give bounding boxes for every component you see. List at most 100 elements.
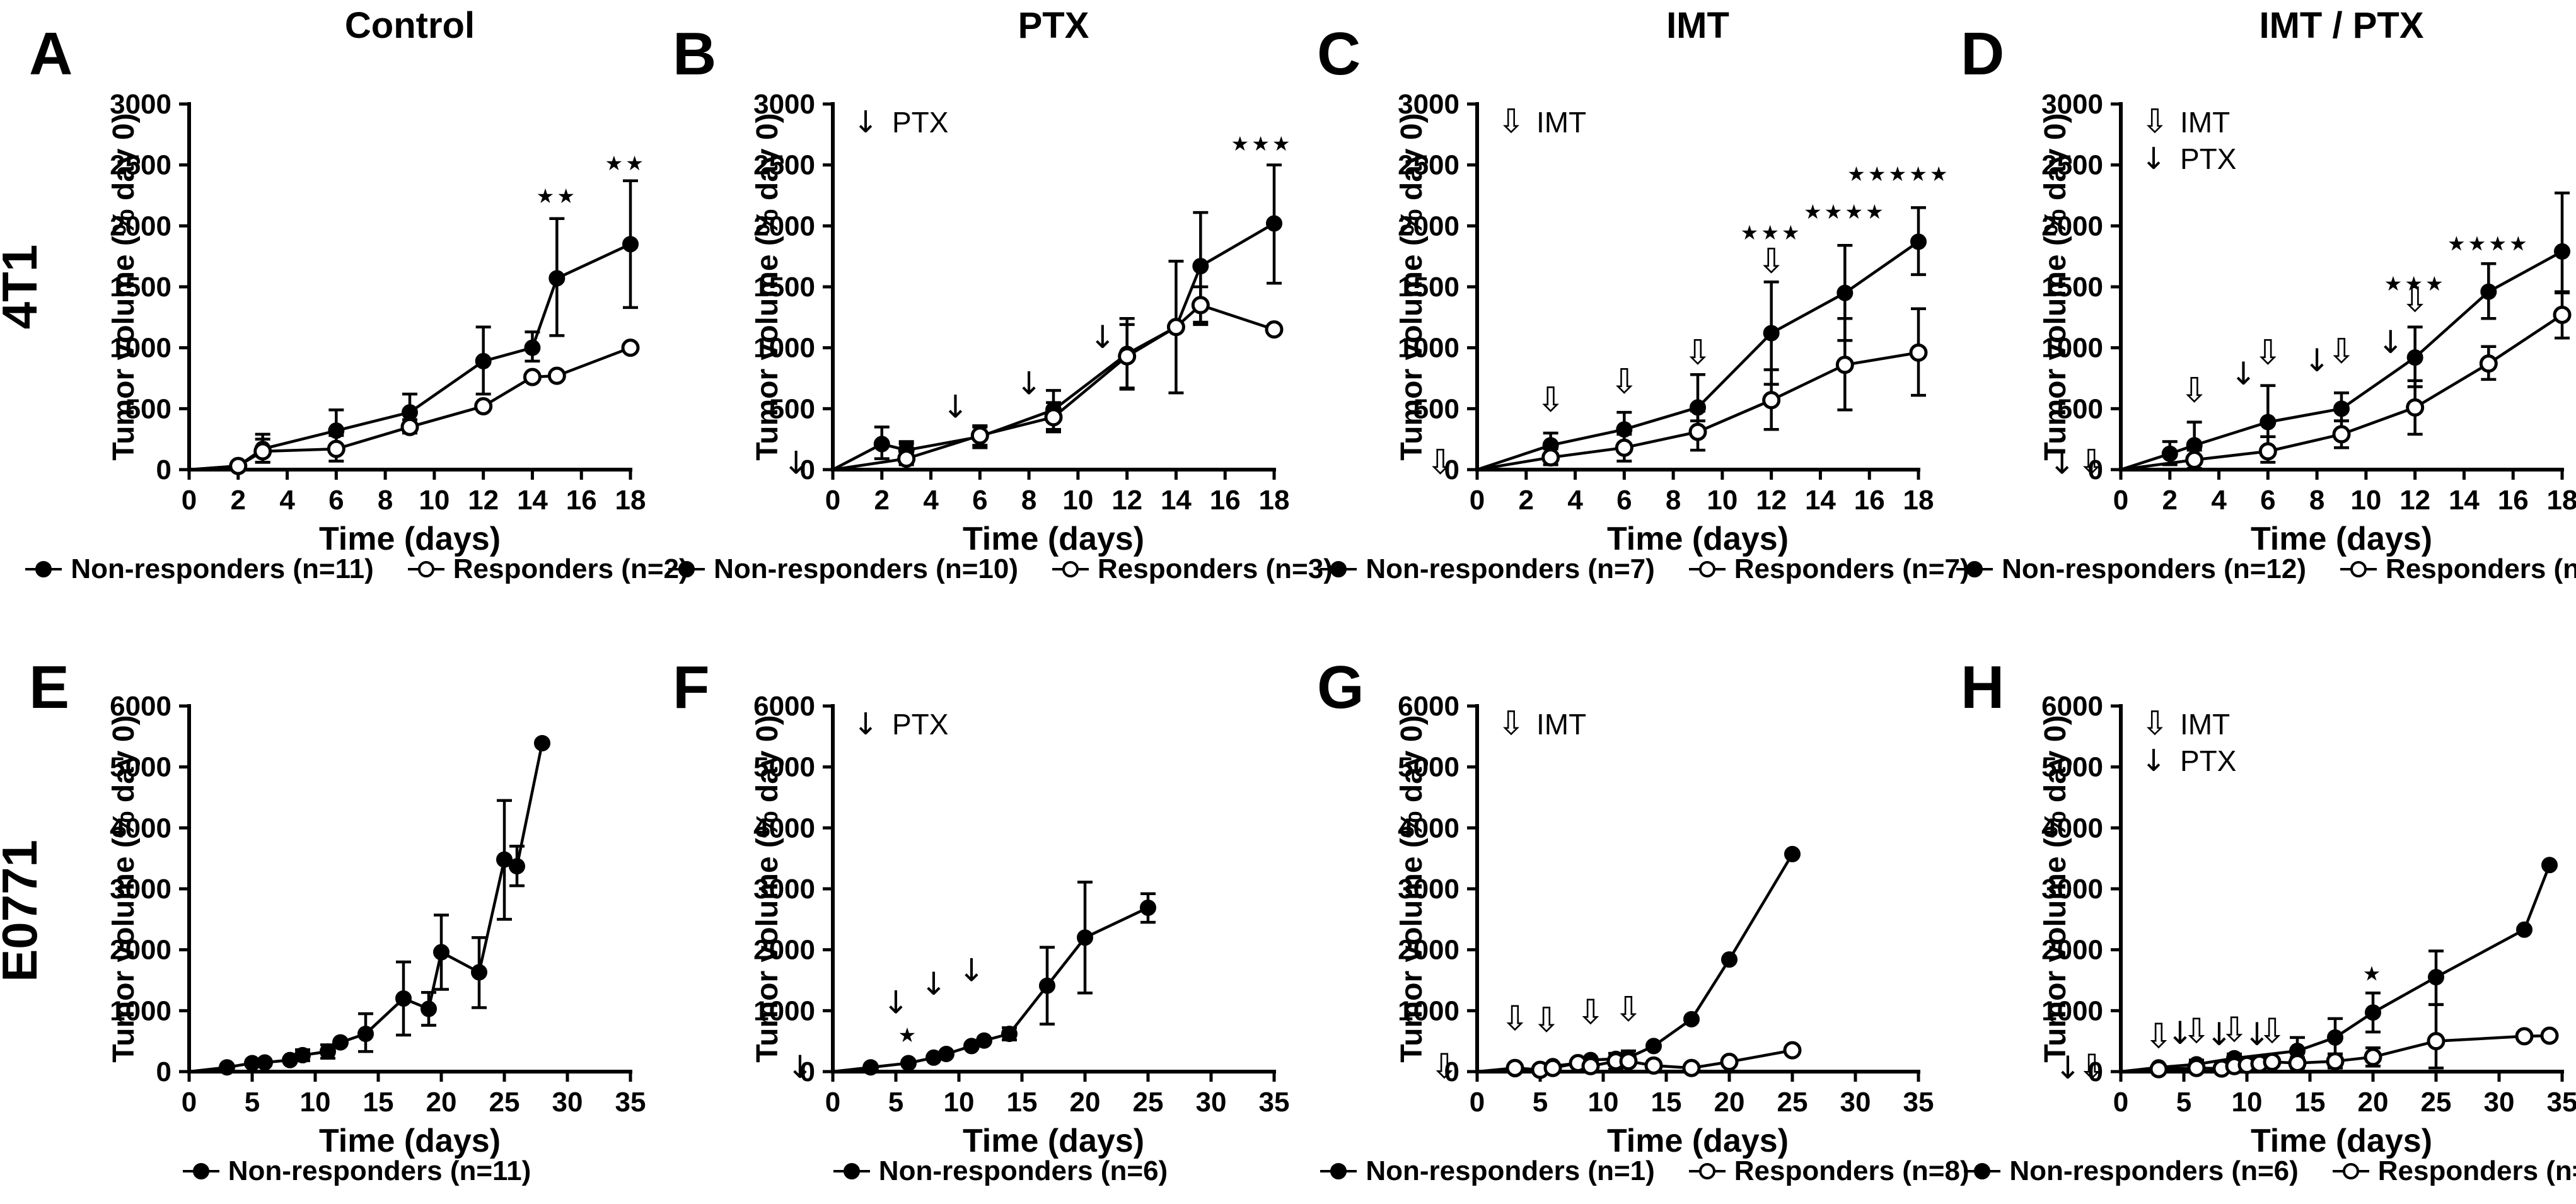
dose-note-label: IMT: [2180, 708, 2230, 741]
data-point: [976, 1032, 992, 1049]
y-tick-label: 3000: [753, 89, 815, 120]
y-axis-title: Tumor volume (% day 0): [107, 715, 141, 1062]
x-axis-title: Time (days): [963, 1123, 1144, 1159]
y-axis-title: Tumor volume (% day 0): [751, 113, 784, 460]
data-point: [357, 1026, 374, 1043]
imt-arrow-icon: ⇩: [2141, 103, 2169, 141]
y-tick-label: 2000: [753, 935, 815, 966]
legend-label: Non-responders (n=10): [714, 553, 1018, 584]
panel-g: G Tumor volume (% day 0) Time (days) 0 1000 2…: [1288, 602, 1970, 1204]
legend: Non-responders (n=11) Responders (n=2): [25, 553, 688, 585]
y-axis-title: Tumor volume (% day 0): [1395, 113, 1429, 460]
data-point: [257, 1054, 273, 1071]
panel-d: D IMT / PTX Tumor volume (% day 0) Time (da…: [1932, 0, 2576, 602]
data-point: [1166, 318, 1185, 337]
significance-stars: ★★★★★: [1847, 162, 1950, 186]
ptx-arrow-icon: ↓: [2304, 342, 2330, 379]
x-tick-label: 16: [1854, 485, 1885, 516]
data-point: [938, 1045, 954, 1062]
panel-f: F Tumor volume (% day 0) Time (days) 0 1000 2…: [644, 602, 1290, 1204]
legend-label: Responders (n=8): [2386, 553, 2576, 584]
y-tick-label: 0: [2088, 1056, 2103, 1087]
x-tick-label: 14: [517, 485, 548, 516]
legend: Non-responders (n=7) Responders (n=7): [1320, 553, 1970, 585]
ptx-arrow-icon: ↓: [958, 952, 985, 989]
legend-entry: Non-responders (n=11): [182, 1155, 531, 1187]
imt-arrow-icon: ⇩: [2401, 280, 2429, 320]
x-tick-label: 14: [2449, 485, 2480, 516]
data-point: [1543, 1058, 1562, 1077]
y-tick-label: 1000: [110, 995, 171, 1026]
x-tick-label: 18: [2547, 485, 2576, 516]
y-tick-label: 3000: [1398, 89, 1459, 120]
ptx-arrow-icon: ↓: [2206, 1016, 2232, 1053]
panel-title: IMT: [1666, 5, 1729, 46]
x-tick-label: 12: [2399, 485, 2430, 516]
x-axis-title: Time (days): [2251, 1123, 2432, 1159]
data-point: [2288, 1053, 2307, 1072]
x-tick-label: 4: [1567, 485, 1583, 516]
y-tick-label: 5000: [2041, 752, 2103, 783]
y-tick-label: 3000: [753, 874, 815, 905]
x-tick-label: 15: [2295, 1087, 2326, 1118]
data-point: [1682, 1058, 1701, 1077]
y-tick-label: 2000: [1398, 935, 1459, 966]
y-tick-label: 2500: [110, 150, 171, 181]
data-point: [475, 352, 492, 369]
ptx-arrow-icon: ↓: [883, 985, 909, 1021]
y-tick-label: 5000: [110, 752, 171, 783]
ptx-arrow-icon: ↓: [920, 966, 947, 1002]
x-tick-label: 25: [1777, 1087, 1808, 1118]
y-tick-label: 0: [156, 454, 171, 485]
x-tick-label: 35: [1259, 1087, 1290, 1118]
ptx-arrow-icon: ↓: [853, 105, 878, 140]
imt-arrow-icon: ⇩: [1500, 999, 1529, 1038]
data-point: [1721, 951, 1738, 968]
legend-entry: Non-responders (n=6): [832, 1155, 1168, 1187]
data-point: [2364, 1048, 2382, 1067]
data-point: [2333, 400, 2350, 417]
data-point: [2185, 451, 2204, 470]
x-tick-label: 5: [2176, 1087, 2191, 1118]
data-point: [2553, 305, 2572, 324]
data-point: [523, 368, 542, 386]
x-tick-label: 8: [2309, 485, 2324, 516]
y-tick-label: 6000: [2041, 691, 2103, 722]
data-point: [2149, 1060, 2168, 1079]
legend-label: Non-responders (n=6): [2009, 1155, 2299, 1186]
legend-marker-icon: [407, 561, 444, 577]
data-point: [1909, 343, 1928, 362]
legend-label: Non-responders (n=12): [2002, 553, 2306, 584]
data-point: [320, 1043, 336, 1060]
x-tick-label: 20: [426, 1087, 457, 1118]
series-line: [2120, 864, 2551, 1074]
y-tick-label: 2500: [2041, 150, 2103, 181]
x-tick-label: 4: [923, 485, 939, 516]
data-point: [2187, 1058, 2206, 1077]
ptx-arrow-icon: ↓: [1089, 319, 1116, 356]
y-tick-label: 1000: [1398, 995, 1459, 1026]
legend-label: Responders (n=8): [1734, 1155, 1970, 1186]
x-tick-label: 18: [1259, 485, 1290, 516]
panel-letter: F: [673, 654, 710, 721]
ptx-arrow-icon: ↓: [942, 388, 968, 425]
legend-entry: Responders (n=7): [1688, 553, 1970, 585]
y-tick-label: 1000: [110, 333, 171, 364]
legend-marker-icon: [668, 561, 705, 577]
legend-entry: Responders (n=2): [407, 553, 688, 585]
y-tick-label: 3000: [1398, 874, 1459, 905]
y-tick-label: 1000: [1398, 333, 1459, 364]
x-tick-label: 14: [1161, 485, 1192, 516]
panel-letter: B: [673, 20, 716, 88]
data-point: [474, 397, 493, 415]
panel-letter: D: [1961, 20, 2004, 88]
data-point: [219, 1059, 235, 1076]
data-point: [1192, 258, 1209, 275]
ptx-arrow-icon: ↓: [2244, 1016, 2270, 1053]
x-tick-label: 0: [182, 485, 197, 516]
panel-letter: A: [29, 20, 73, 88]
data-point: [496, 851, 513, 868]
x-tick-label: 35: [2547, 1087, 2576, 1118]
legend-marker-icon: [1688, 561, 1726, 577]
ptx-arrow-icon: ↓: [2141, 743, 2166, 779]
